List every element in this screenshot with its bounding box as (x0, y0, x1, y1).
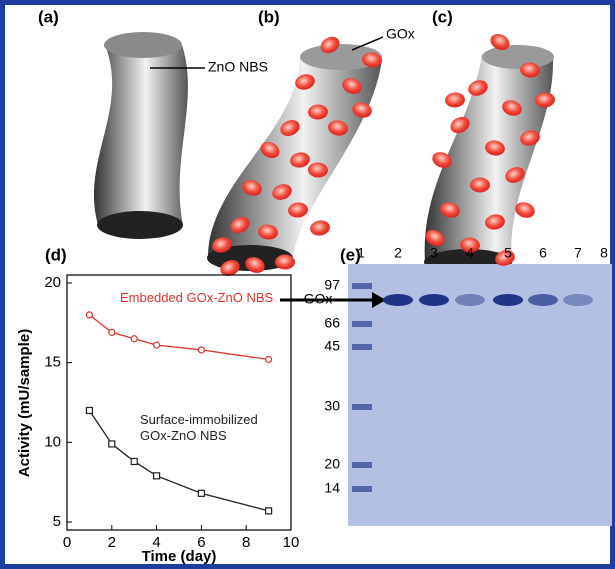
ladder-band (352, 486, 372, 492)
plot-frame (67, 275, 291, 530)
series-line (89, 315, 268, 360)
callout: GOx (386, 26, 415, 42)
data-point (198, 347, 204, 353)
lane-label: 2 (394, 245, 402, 261)
data-point (86, 312, 92, 318)
y-tick-label: 5 (53, 513, 61, 530)
marker-label: 30 (324, 398, 340, 414)
gel-band (528, 294, 558, 306)
y-axis-label: Activity (mU/sample) (16, 329, 33, 477)
series-annotation: Embedded GOx-ZnO NBS (120, 290, 280, 306)
nanobelt-a-top (104, 32, 182, 58)
data-point (154, 473, 160, 479)
lane-label: 3 (430, 245, 438, 261)
data-point (131, 336, 137, 342)
gel-band (493, 294, 523, 306)
gel-band (383, 294, 413, 306)
data-point (131, 458, 137, 464)
gox-molecule (470, 178, 490, 193)
ladder-band (352, 283, 372, 289)
callout: ZnO NBS (208, 59, 268, 75)
y-tick-label: 15 (44, 354, 61, 371)
data-point (109, 441, 115, 447)
nanobelt-a-bottom (97, 211, 183, 239)
x-tick-label: 0 (63, 534, 71, 551)
gel-band (455, 294, 485, 306)
gox-molecule (309, 219, 331, 237)
lane-label: 8 (600, 245, 608, 261)
lane-label: 1 (357, 245, 365, 261)
lane-label: 7 (574, 245, 582, 261)
marker-label: 97 (324, 277, 340, 293)
ladder-band (352, 404, 372, 410)
marker-label: 20 (324, 456, 340, 472)
marker-label: 45 (324, 338, 340, 354)
nanobelt-c-top (482, 45, 554, 69)
ladder-band (352, 462, 372, 468)
panel-label: (c) (432, 7, 453, 26)
series-annotation: Surface-immobilized GOx-ZnO NBS (140, 412, 270, 444)
data-point (266, 508, 272, 514)
data-point (154, 342, 160, 348)
y-tick-label: 20 (44, 274, 61, 291)
panel-label: (a) (38, 7, 59, 26)
ladder-band (352, 344, 372, 350)
x-tick-label: 10 (283, 534, 300, 551)
band-label: GOx (304, 291, 333, 307)
x-tick-label: 8 (242, 534, 250, 551)
nanobelt-a (94, 45, 188, 225)
y-tick-label: 10 (44, 433, 61, 450)
figure: (a) (b) (c) (d) (e) ZnO NBS GOx GOx Acti… (0, 0, 615, 569)
data-point (266, 356, 272, 362)
ladder-band (352, 321, 372, 327)
gel-band (563, 294, 593, 306)
lane-label: 5 (504, 245, 512, 261)
data-point (198, 490, 204, 496)
gel-band (419, 294, 449, 306)
marker-label: 66 (324, 315, 340, 331)
x-tick-label: 6 (197, 534, 205, 551)
marker-label: 14 (324, 480, 340, 496)
x-tick-label: 4 (152, 534, 160, 551)
data-point (109, 329, 115, 335)
lane-label: 4 (466, 245, 474, 261)
lane-label: 6 (539, 245, 547, 261)
data-point (86, 407, 92, 413)
figure-canvas: (a) (b) (c) (d) (e) ZnO NBS GOx GOx Acti… (0, 0, 615, 569)
gox-molecule (445, 92, 466, 108)
x-tick-label: 2 (108, 534, 116, 551)
panel-label: (d) (45, 245, 67, 264)
panel-label: (b) (258, 7, 280, 26)
